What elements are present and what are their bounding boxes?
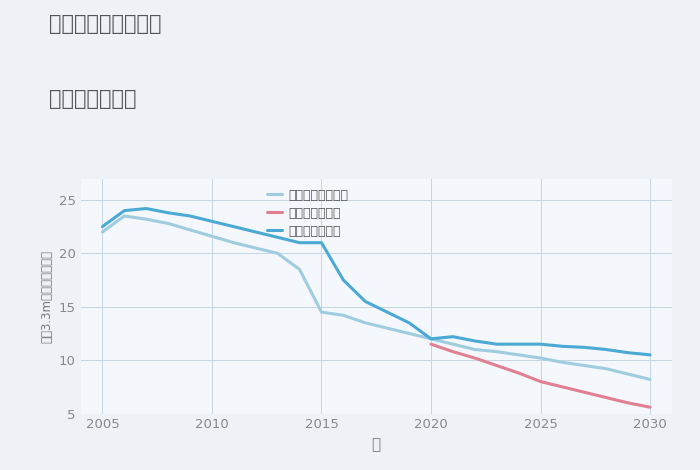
ノーマルシナリオ: [493, 349, 501, 354]
グッドシナリオ: [208, 219, 216, 224]
グッドシナリオ: [120, 208, 129, 213]
バッドシナリオ: [624, 400, 632, 406]
バッドシナリオ: [536, 379, 545, 384]
グッドシナリオ: [274, 235, 282, 240]
ノーマルシナリオ: [164, 220, 172, 226]
ノーマルシナリオ: [98, 229, 106, 235]
グッドシナリオ: [449, 334, 457, 339]
Line: バッドシナリオ: バッドシナリオ: [431, 344, 650, 407]
ノーマルシナリオ: [624, 371, 632, 377]
グッドシナリオ: [98, 224, 106, 229]
グッドシナリオ: [142, 206, 150, 212]
グッドシナリオ: [295, 240, 304, 245]
ノーマルシナリオ: [602, 366, 610, 372]
バッドシナリオ: [493, 363, 501, 368]
グッドシナリオ: [251, 229, 260, 235]
ノーマルシナリオ: [427, 336, 435, 342]
バッドシナリオ: [646, 404, 654, 410]
Text: 三重県伊賀市川合の: 三重県伊賀市川合の: [49, 14, 162, 34]
バッドシナリオ: [514, 370, 523, 376]
ノーマルシナリオ: [514, 352, 523, 358]
ノーマルシナリオ: [646, 376, 654, 382]
Legend: ノーマルシナリオ, バッドシナリオ, グッドシナリオ: ノーマルシナリオ, バッドシナリオ, グッドシナリオ: [263, 185, 352, 242]
ノーマルシナリオ: [120, 213, 129, 219]
ノーマルシナリオ: [536, 355, 545, 361]
グッドシナリオ: [340, 277, 348, 283]
バッドシナリオ: [449, 349, 457, 354]
Text: 土地の価格推移: 土地の価格推移: [49, 89, 136, 110]
Line: グッドシナリオ: グッドシナリオ: [102, 209, 650, 355]
ノーマルシナリオ: [295, 266, 304, 272]
バッドシナリオ: [602, 395, 610, 400]
グッドシナリオ: [470, 338, 479, 344]
グッドシナリオ: [186, 213, 194, 219]
グッドシナリオ: [536, 341, 545, 347]
グッドシナリオ: [580, 345, 589, 350]
グッドシナリオ: [317, 240, 326, 245]
グッドシナリオ: [559, 344, 567, 349]
グッドシナリオ: [514, 341, 523, 347]
バッドシナリオ: [559, 384, 567, 390]
ノーマルシナリオ: [383, 325, 391, 331]
ノーマルシナリオ: [142, 216, 150, 222]
グッドシナリオ: [405, 320, 413, 326]
グッドシナリオ: [624, 350, 632, 355]
バッドシナリオ: [580, 390, 589, 395]
グッドシナリオ: [383, 309, 391, 315]
ノーマルシナリオ: [470, 347, 479, 352]
ノーマルシナリオ: [230, 240, 238, 245]
グッドシナリオ: [361, 298, 370, 304]
バッドシナリオ: [470, 355, 479, 361]
グッドシナリオ: [427, 336, 435, 342]
Line: ノーマルシナリオ: ノーマルシナリオ: [102, 216, 650, 379]
バッドシナリオ: [427, 341, 435, 347]
ノーマルシナリオ: [274, 251, 282, 256]
グッドシナリオ: [230, 224, 238, 229]
グッドシナリオ: [646, 352, 654, 358]
ノーマルシナリオ: [449, 341, 457, 347]
ノーマルシナリオ: [251, 245, 260, 251]
ノーマルシナリオ: [361, 320, 370, 326]
グッドシナリオ: [493, 341, 501, 347]
ノーマルシナリオ: [559, 360, 567, 365]
グッドシナリオ: [602, 347, 610, 352]
ノーマルシナリオ: [186, 227, 194, 233]
ノーマルシナリオ: [208, 234, 216, 239]
ノーマルシナリオ: [340, 313, 348, 318]
Y-axis label: 坪（3.3m）単価（万円）: 坪（3.3m）単価（万円）: [40, 250, 53, 343]
X-axis label: 年: 年: [372, 437, 381, 452]
ノーマルシナリオ: [317, 309, 326, 315]
グッドシナリオ: [164, 210, 172, 216]
ノーマルシナリオ: [405, 331, 413, 337]
ノーマルシナリオ: [580, 363, 589, 368]
